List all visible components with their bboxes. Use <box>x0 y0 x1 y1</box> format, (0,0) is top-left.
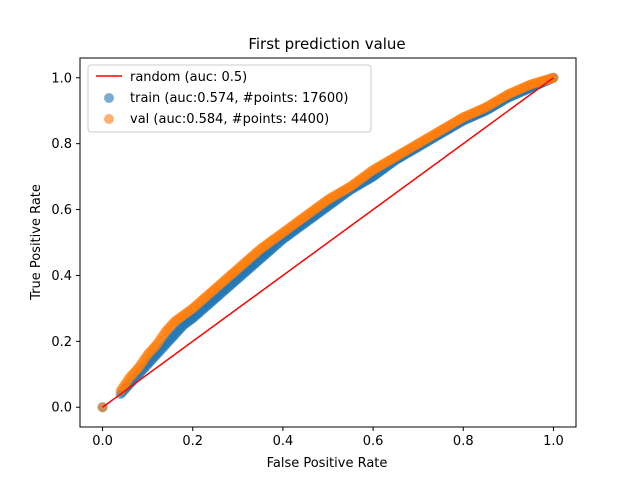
legend-marker-swatch <box>104 114 114 124</box>
y-tick-label: 0.4 <box>51 269 72 284</box>
legend-item: train (auc:0.574, #points: 17600) <box>104 91 348 106</box>
legend-box <box>87 64 372 133</box>
x-tick-label: 0.6 <box>363 434 384 449</box>
y-axis-label: True Positive Rate <box>29 184 44 301</box>
random-line <box>102 77 554 408</box>
legend-label: val (auc:0.584, #points: 4400) <box>130 112 329 127</box>
legend-label: random (auc: 0.5) <box>130 70 247 85</box>
legend-label: train (auc:0.574, #points: 17600) <box>130 91 348 106</box>
chart-title: First prediction value <box>248 35 405 53</box>
series-val-points <box>97 72 559 413</box>
x-tick-label: 0.2 <box>182 434 203 449</box>
x-tick-label: 1.0 <box>543 434 564 449</box>
plot-area <box>97 72 559 413</box>
y-tick-label: 0.6 <box>51 203 72 218</box>
y-tick-label: 1.0 <box>51 71 72 86</box>
legend-item: val (auc:0.584, #points: 4400) <box>104 112 329 127</box>
y-tick-label: 0.8 <box>51 137 72 152</box>
legend: random (auc: 0.5) train (auc:0.574, #poin… <box>87 64 372 133</box>
x-tick-label: 0.8 <box>453 434 474 449</box>
axes-frame <box>79 57 577 428</box>
x-tick-label: 0.4 <box>273 434 294 449</box>
x-tick-label: 0.0 <box>92 434 113 449</box>
x-axis-label: False Positive Rate <box>267 456 388 471</box>
y-tick-label: 0.0 <box>51 401 72 416</box>
legend-marker-swatch <box>104 93 114 103</box>
y-tick-label: 0.2 <box>51 335 72 350</box>
legend-item: random (auc: 0.5) <box>96 70 247 85</box>
axes: 0.0 0.2 0.4 0.6 0.8 1.0 0.0 0.2 0.4 0.6 0.8 1.0 <box>51 57 577 449</box>
